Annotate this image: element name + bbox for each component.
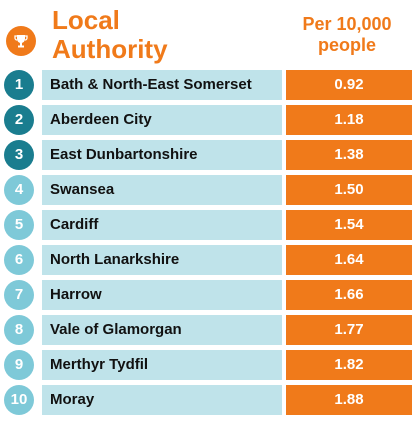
rank-badge: 1: [4, 70, 34, 100]
title-line-2: Authority: [52, 34, 168, 64]
authority-name: Aberdeen City: [42, 105, 282, 135]
table-row: 10 Moray 1.88: [0, 385, 414, 415]
rate-value: 1.88: [286, 385, 412, 415]
table-row: 8 Vale of Glamorgan 1.77: [0, 315, 414, 345]
authority-name: Moray: [42, 385, 282, 415]
column-title-local-authority: Local Authority: [52, 6, 272, 64]
authority-name: Vale of Glamorgan: [42, 315, 282, 345]
rate-value: 1.64: [286, 245, 412, 275]
rank-badge: 6: [4, 245, 34, 275]
table-row: 7 Harrow 1.66: [0, 280, 414, 310]
rank-badge: 10: [4, 385, 34, 415]
authority-name: North Lanarkshire: [42, 245, 282, 275]
rate-value: 1.38: [286, 140, 412, 170]
column-title-per-10000: Per 10,000 people: [282, 14, 412, 56]
authority-name: Cardiff: [42, 210, 282, 240]
authority-name: Bath & North-East Somerset: [42, 70, 282, 100]
table-row: 9 Merthyr Tydfil 1.82: [0, 350, 414, 380]
table-row: 1 Bath & North-East Somerset 0.92: [0, 70, 414, 100]
rate-value: 1.66: [286, 280, 412, 310]
authority-name: Harrow: [42, 280, 282, 310]
rank-badge: 3: [4, 140, 34, 170]
rate-value: 1.50: [286, 175, 412, 205]
authority-name: Merthyr Tydfil: [42, 350, 282, 380]
rank-badge: 9: [4, 350, 34, 380]
rate-value: 1.82: [286, 350, 412, 380]
trophy-icon: [6, 26, 36, 56]
rate-value: 1.18: [286, 105, 412, 135]
authority-name: Swansea: [42, 175, 282, 205]
rate-value: 0.92: [286, 70, 412, 100]
rank-badge: 5: [4, 210, 34, 240]
rate-value: 1.77: [286, 315, 412, 345]
table-row: 5 Cardiff 1.54: [0, 210, 414, 240]
rank-badge: 7: [4, 280, 34, 310]
table-row: 4 Swansea 1.50: [0, 175, 414, 205]
table-header: Local Authority Per 10,000 people: [0, 0, 414, 72]
column-header-line-2: people: [317, 35, 376, 55]
rank-badge: 2: [4, 105, 34, 135]
title-line-1: Local: [52, 5, 120, 35]
table-row: 2 Aberdeen City 1.18: [0, 105, 414, 135]
rank-badge: 8: [4, 315, 34, 345]
column-header-line-1: Per 10,000: [302, 14, 392, 34]
ranking-table: 1 Bath & North-East Somerset 0.92 2 Aberdeen…: [0, 70, 414, 420]
rank-badge: 4: [4, 175, 34, 205]
table-row: 6 North Lanarkshire 1.64: [0, 245, 414, 275]
authority-name: East Dunbartonshire: [42, 140, 282, 170]
table-row: 3 East Dunbartonshire 1.38: [0, 140, 414, 170]
rate-value: 1.54: [286, 210, 412, 240]
